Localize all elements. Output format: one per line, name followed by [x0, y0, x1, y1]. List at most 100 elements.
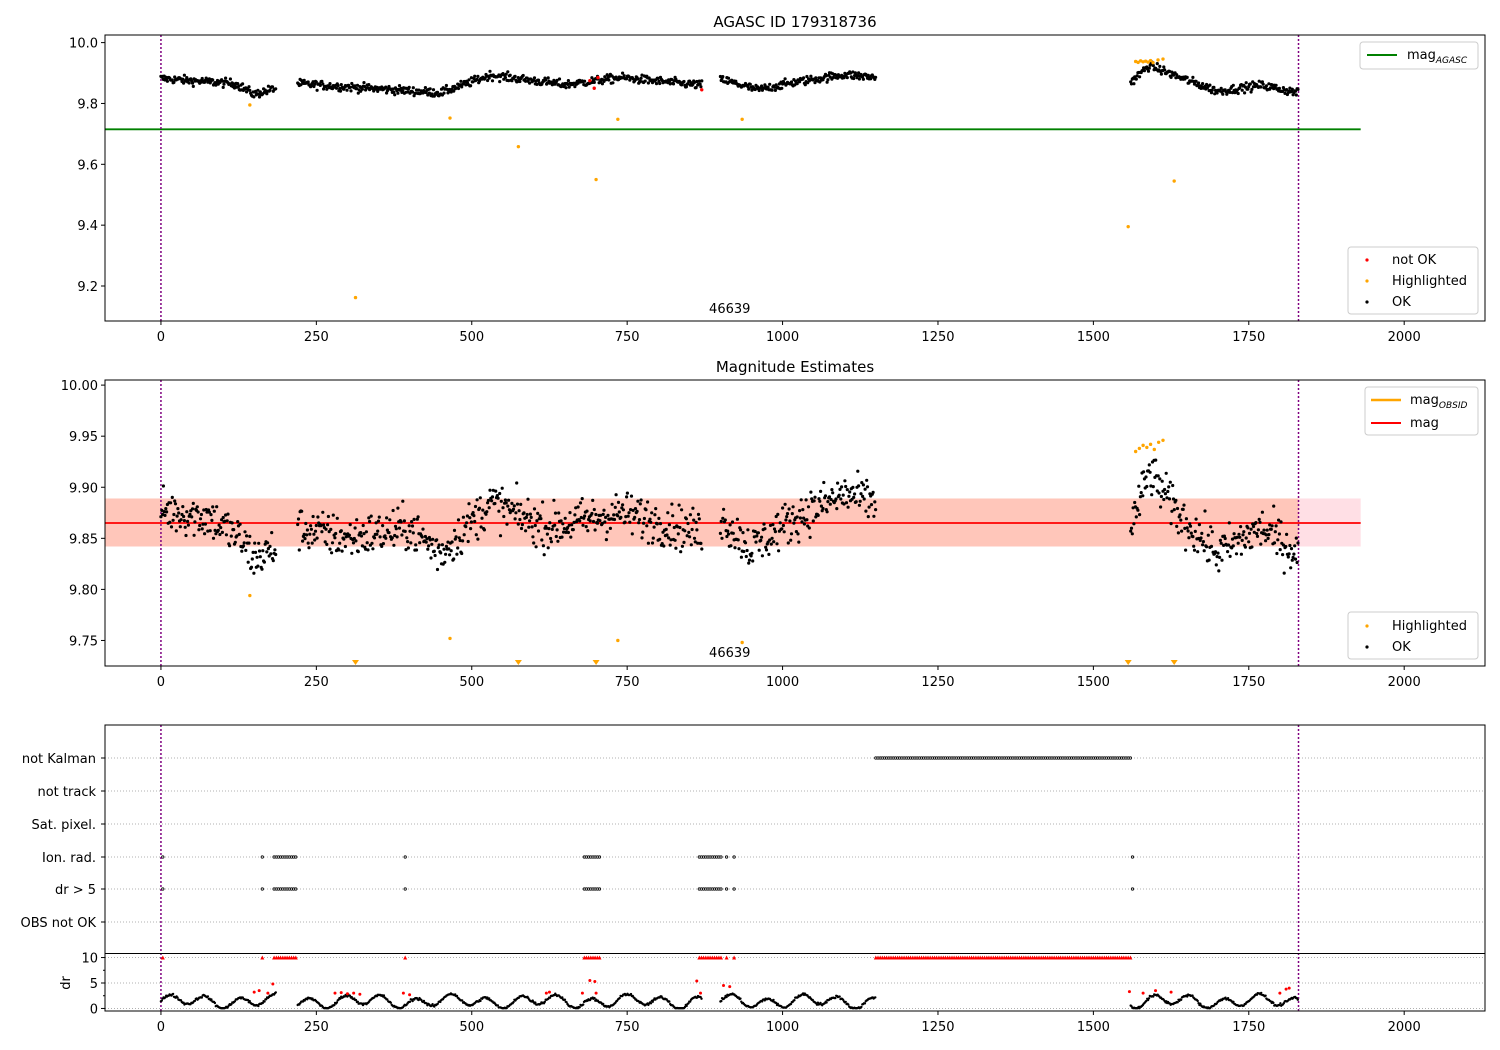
- data-point-ok: [220, 79, 224, 83]
- data-point-ok: [687, 530, 691, 535]
- flag-marker: [260, 855, 264, 859]
- data-point-ok: [251, 550, 255, 555]
- data-point-ok: [623, 520, 627, 524]
- data-point-ok: [772, 540, 776, 544]
- data-point-ok: [540, 538, 544, 542]
- data-point-ok: [458, 538, 462, 543]
- dr-point: [206, 995, 210, 998]
- dr-point: [1279, 1002, 1282, 1005]
- dr-point: [265, 998, 268, 1001]
- data-point-ok: [853, 492, 857, 496]
- data-point-ok: [311, 514, 315, 519]
- data-point-ok: [594, 512, 598, 517]
- data-point-ok: [1241, 533, 1245, 537]
- data-point-ok: [795, 515, 799, 519]
- data-point-ok: [220, 518, 224, 522]
- dr-point: [193, 999, 197, 1003]
- data-point-ok: [198, 517, 203, 521]
- data-point-ok: [583, 79, 587, 83]
- data-point-ok: [600, 521, 605, 526]
- data-point-ok: [185, 76, 189, 80]
- data-point-ok: [562, 527, 567, 531]
- data-point-ok: [1230, 537, 1235, 541]
- data-point-ok: [402, 519, 406, 523]
- data-point-ok: [370, 541, 374, 545]
- data-point-ok: [822, 480, 826, 485]
- data-point-ok: [325, 87, 329, 91]
- data-point-ok: [464, 525, 468, 529]
- data-point-ok: [409, 541, 413, 545]
- data-point-ok: [650, 541, 655, 545]
- data-point-ok: [1182, 503, 1186, 507]
- data-point-ok: [375, 532, 379, 536]
- data-point-ok: [476, 74, 480, 78]
- data-point-ok: [1138, 513, 1142, 517]
- data-point-ok: [639, 498, 643, 502]
- data-point-ok: [248, 88, 252, 92]
- data-point-ok: [678, 525, 682, 530]
- data-point-ok: [425, 537, 429, 541]
- data-point-ok: [848, 71, 853, 75]
- data-point-ok: [846, 505, 850, 509]
- data-point-highlighted: [616, 638, 620, 643]
- data-point-ok: [224, 513, 228, 517]
- data-point-ok: [1192, 544, 1196, 548]
- data-point-ok: [783, 502, 787, 506]
- data-point-ok: [1172, 508, 1176, 512]
- data-point-ok: [512, 504, 516, 508]
- data-point-ok: [420, 535, 424, 539]
- data-point-ok: [505, 522, 509, 526]
- data-point-ok: [1289, 566, 1293, 570]
- data-point-ok: [566, 530, 571, 535]
- dr-capped-marker: [732, 955, 737, 960]
- dr-point: [565, 1001, 568, 1004]
- data-point-ok: [399, 86, 403, 90]
- data-point-ok: [629, 508, 633, 512]
- data-point-ok: [364, 530, 368, 534]
- data-point-ok: [249, 565, 254, 569]
- data-point-ok: [1276, 538, 1280, 542]
- data-point-ok: [864, 509, 868, 513]
- data-point-ok: [393, 93, 397, 97]
- data-point-ok: [1162, 497, 1166, 502]
- flag-marker: [403, 855, 407, 859]
- data-point-ok: [819, 504, 824, 508]
- data-point-ok: [848, 490, 852, 494]
- data-point-ok: [1163, 487, 1167, 492]
- data-point-ok: [1199, 536, 1203, 540]
- data-point-ok: [625, 491, 630, 495]
- data-point-ok: [162, 510, 166, 514]
- data-point-ok: [698, 82, 702, 86]
- data-point-ok: [1218, 555, 1222, 560]
- data-point-ok: [331, 513, 335, 517]
- data-point-ok: [244, 548, 248, 553]
- data-point-ok: [1260, 510, 1264, 514]
- data-point-ok: [622, 74, 626, 78]
- data-point-ok: [1268, 523, 1272, 527]
- data-point-ok: [788, 519, 792, 523]
- data-point-ok: [274, 552, 278, 557]
- data-point-ok: [411, 531, 415, 535]
- dr-point: [582, 1003, 585, 1006]
- legend-status-1: not OK Highlighted OK: [1347, 246, 1479, 315]
- data-point-ok: [343, 532, 347, 536]
- panel-flags-frame: [104, 724, 1486, 1012]
- data-point-ok: [1247, 540, 1251, 544]
- x-tick-label: 750: [615, 330, 640, 345]
- data-point-ok: [356, 550, 360, 554]
- data-point-ok: [342, 537, 346, 541]
- data-point-ok: [631, 508, 635, 512]
- data-point-ok: [320, 79, 324, 83]
- data-point-ok: [747, 87, 751, 91]
- x-tick-label: 750: [615, 675, 640, 690]
- dr-point-red: [401, 991, 405, 995]
- data-point-ok: [668, 543, 672, 547]
- data-point-ok: [517, 509, 521, 513]
- dr-point: [720, 999, 723, 1003]
- data-point-not-ok: [596, 75, 600, 80]
- data-point-ok: [225, 519, 229, 523]
- data-point-ok: [327, 530, 331, 534]
- legend-mag-agasc: magAGASC: [1359, 41, 1479, 70]
- data-point-ok: [844, 484, 848, 489]
- data-point-ok: [232, 82, 236, 86]
